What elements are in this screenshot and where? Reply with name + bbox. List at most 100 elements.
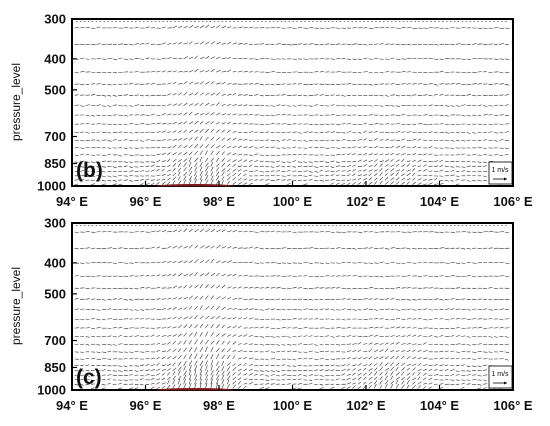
wind-vector (123, 275, 128, 277)
wind-vector (401, 376, 405, 381)
wind-vector (172, 42, 177, 45)
wind-vector (167, 326, 171, 329)
wind-vector (504, 58, 510, 60)
wind-vector (107, 114, 112, 117)
wind-vector (205, 121, 210, 125)
wind-vector (292, 379, 296, 381)
wind-vector (384, 164, 389, 167)
wind-vector (243, 169, 248, 172)
wind-vector (314, 140, 319, 142)
wind-vector (221, 122, 226, 125)
wind-vector (156, 342, 161, 345)
wind-vector (439, 350, 444, 353)
wind-vector (346, 374, 351, 376)
wind-vector (303, 275, 308, 277)
wind-vector (390, 152, 394, 156)
wind-vector (199, 161, 203, 167)
wind-vector (368, 376, 373, 381)
wind-vector (346, 83, 352, 85)
wind-vector (248, 298, 254, 300)
wind-vector (477, 161, 482, 163)
wind-vector (226, 354, 231, 360)
wind-vector (129, 122, 134, 125)
wind-vector (188, 156, 192, 162)
wind-vector (439, 364, 444, 367)
wind-vector (483, 70, 487, 73)
wind-vector (401, 380, 405, 385)
wind-vector (259, 146, 264, 149)
wind-vector (483, 358, 488, 360)
wind-vector (270, 248, 276, 250)
wind-vector (406, 172, 411, 177)
wind-vector (129, 373, 133, 376)
wind-vector (346, 343, 352, 345)
wind-vector (330, 344, 335, 346)
wind-vector (205, 24, 210, 29)
x-tick-label: 102° E (346, 194, 386, 209)
wind-vector (314, 180, 319, 182)
wind-vector (504, 104, 509, 106)
wind-vector (177, 370, 181, 376)
wind-vector (194, 259, 199, 264)
wind-vector (112, 58, 118, 61)
wind-vector (226, 371, 231, 376)
wind-vector (439, 383, 444, 385)
wind-vector (140, 170, 145, 172)
wind-vector (303, 357, 308, 360)
wind-vector (254, 94, 259, 96)
wind-vector (335, 182, 340, 185)
wind-vector (85, 375, 90, 377)
wind-vector (248, 368, 253, 371)
wind-vector (221, 360, 225, 366)
wind-vector (167, 181, 171, 185)
wind-vector (145, 57, 150, 60)
wind-vector (238, 297, 243, 300)
wind-vector (167, 260, 172, 264)
wind-vector (107, 83, 112, 86)
wind-vector (406, 274, 411, 277)
wind-vector (205, 136, 209, 141)
wind-vector (374, 363, 378, 367)
wind-vector (199, 354, 203, 360)
wind-vector (346, 287, 352, 290)
wind-vector (118, 262, 123, 264)
wind-vector (85, 104, 90, 106)
wind-vector (178, 144, 182, 149)
wind-vector (188, 360, 193, 366)
wind-vector (341, 318, 346, 321)
y-tick-label: 1000 (37, 179, 66, 194)
wind-vector (477, 231, 483, 234)
wind-vector (434, 357, 438, 360)
wind-vector (238, 275, 242, 277)
wind-vector (308, 123, 313, 125)
wind-vector (183, 137, 188, 141)
wind-vector (80, 83, 85, 86)
wind-vector (243, 378, 247, 381)
wind-vector (406, 71, 411, 73)
wind-vector (194, 25, 199, 29)
wind-vector (336, 43, 341, 45)
wind-vector (493, 132, 499, 134)
wind-vector (177, 167, 181, 172)
wind-vector (232, 177, 236, 181)
wind-vector (172, 152, 177, 156)
wind-vector (150, 183, 155, 185)
wind-vector (450, 170, 455, 172)
wind-vector (183, 158, 188, 162)
wind-vector (412, 343, 417, 345)
wind-vector (472, 287, 477, 289)
wind-vector (455, 262, 461, 265)
wind-vector (336, 309, 341, 311)
x-tick-label: 100° E (273, 398, 313, 413)
wind-vector (406, 26, 412, 29)
wind-vector (287, 183, 291, 185)
wind-vector (80, 57, 85, 60)
wind-vector (199, 323, 204, 329)
x-tick-label: 102° E (346, 398, 386, 413)
wind-vector (379, 261, 384, 264)
wind-vector (216, 136, 220, 141)
wind-vector (461, 71, 466, 74)
wind-vector (363, 367, 367, 371)
wind-vector (134, 261, 139, 264)
wind-vector (221, 354, 226, 360)
